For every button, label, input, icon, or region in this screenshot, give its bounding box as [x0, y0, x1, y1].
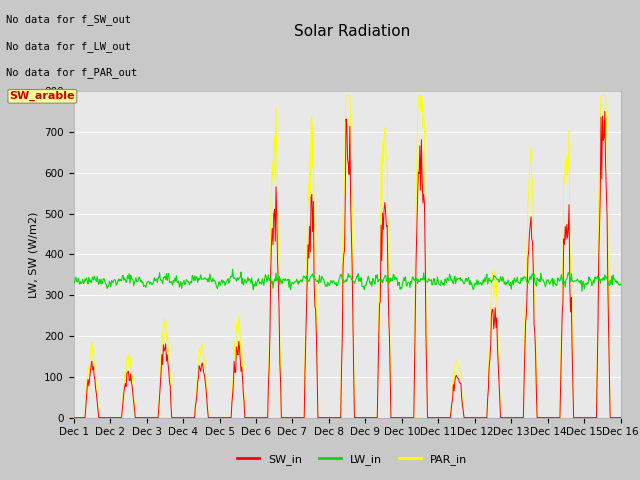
Text: No data for f_SW_out: No data for f_SW_out	[6, 14, 131, 25]
Text: No data for f_LW_out: No data for f_LW_out	[6, 41, 131, 52]
Text: Solar Radiation: Solar Radiation	[294, 24, 410, 39]
Text: SW_arable: SW_arable	[10, 91, 75, 101]
Legend: SW_in, LW_in, PAR_in: SW_in, LW_in, PAR_in	[232, 450, 472, 469]
Y-axis label: LW, SW (W/m2): LW, SW (W/m2)	[29, 211, 38, 298]
Text: No data for f_PAR_out: No data for f_PAR_out	[6, 67, 138, 78]
